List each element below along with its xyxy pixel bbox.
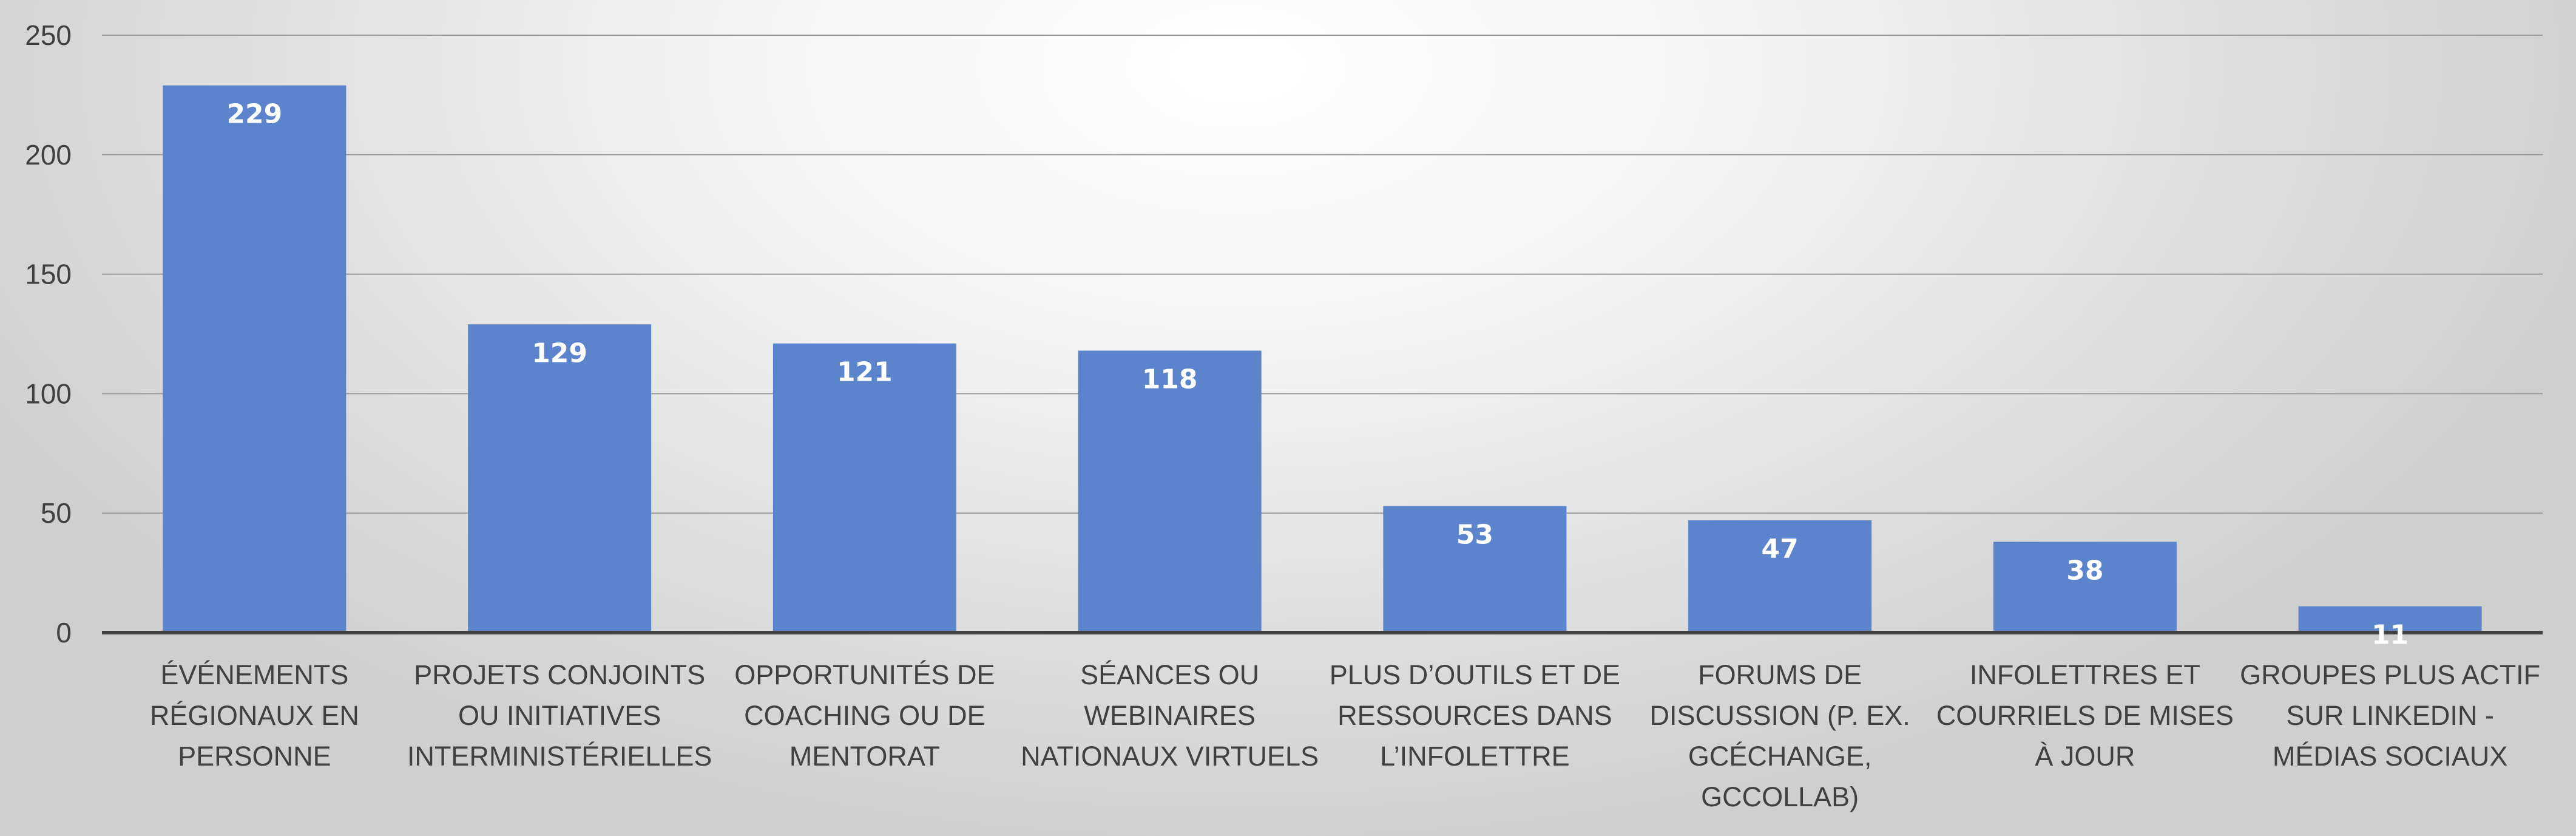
y-tick-label-250: 250 [25, 19, 72, 51]
category-label-2-line-2: MENTORAT [789, 741, 940, 772]
data-label-3: 118 [1142, 364, 1198, 395]
y-tick-label-0: 0 [56, 617, 72, 648]
category-label-4-line-0: PLUS D’OUTILS ET DE [1330, 659, 1620, 690]
bar-7 [2298, 606, 2482, 633]
category-label-5-line-0: FORUMS DE [1698, 659, 1862, 690]
category-label-7-line-1: SUR LINKEDIN - [2286, 700, 2494, 731]
category-label-1-line-0: PROJETS CONJOINTS [414, 659, 705, 690]
bar-0 [163, 85, 347, 633]
bar-1 [468, 324, 652, 633]
data-label-6: 38 [2066, 555, 2103, 586]
category-label-4-line-2: L’INFOLETTRE [1380, 741, 1570, 772]
category-label-5: FORUMS DE DISCUSSION (P. EX. GCÉCHANGE, GCC… [1649, 659, 1910, 812]
y-tick-label-100: 100 [25, 378, 72, 409]
category-label-7: GROUPES PLUS ACTIF SUR LINKEDIN - MÉDIAS S… [2240, 659, 2540, 772]
y-tick-label-150: 150 [25, 259, 72, 290]
category-label-1-line-1: OU INITIATIVES [458, 700, 661, 731]
data-label-4: 53 [1456, 519, 1493, 550]
data-label-5: 47 [1762, 534, 1799, 565]
bar-6 [1993, 542, 2177, 633]
category-label-1-line-2: INTERMINISTÉRIELLES [407, 741, 712, 772]
category-label-5-line-1: DISCUSSION (P. EX. [1649, 700, 1910, 731]
category-label-3-line-1: WEBINAIRES [1084, 700, 1256, 731]
category-label-4: PLUS D’OUTILS ET DE RESSOURCES DANS L’INFO… [1330, 659, 1620, 772]
category-label-0-line-2: PERSONNE [178, 741, 331, 772]
category-label-6-line-0: INFOLETTRES ET [1970, 659, 2200, 690]
category-label-5-line-2: GCÉCHANGE, [1688, 741, 1872, 772]
category-label-3-line-0: SÉANCES OU [1080, 659, 1259, 690]
category-label-6-line-2: À JOUR [2035, 741, 2135, 772]
category-label-0-line-1: RÉGIONAUX EN [150, 700, 359, 731]
category-label-0: ÉVÉNEMENTS RÉGIONAUX EN PERSONNE [150, 659, 359, 772]
category-label-7-line-2: MÉDIAS SOCIAUX [2273, 741, 2508, 772]
category-label-4-line-1: RESSOURCES DANS [1337, 700, 1612, 731]
data-label-2: 121 [837, 357, 893, 388]
bar-4 [1383, 506, 1567, 633]
category-label-5-line-3: GCCOLLAB) [1701, 781, 1859, 812]
bar-3 [1078, 350, 1262, 633]
data-label-0: 229 [226, 99, 282, 130]
bar-2 [772, 343, 956, 633]
y-tick-label-50: 50 [41, 497, 72, 529]
category-label-3: SÉANCES OU WEBINAIRES NATIONAUX VIRTUELS [1021, 659, 1319, 772]
y-tick-label-200: 200 [25, 139, 72, 171]
category-label-1: PROJETS CONJOINTS OU INITIATIVES INTERMINI… [407, 659, 712, 772]
category-label-2-line-0: OPPORTUNITÉS DE [734, 659, 995, 690]
category-label-2-line-1: COACHING OU DE [744, 700, 985, 731]
category-label-2: OPPORTUNITÉS DE COACHING OU DE MENTORAT [734, 659, 995, 772]
category-label-7-line-0: GROUPES PLUS ACTIF [2240, 659, 2540, 690]
category-label-6-line-1: COURRIELS DE MISES [1936, 700, 2234, 731]
bar-5 [1688, 520, 1872, 633]
category-label-3-line-2: NATIONAUX VIRTUELS [1021, 741, 1319, 772]
data-label-1: 129 [532, 338, 587, 369]
data-label-7: 11 [2371, 620, 2409, 651]
category-label-6: INFOLETTRES ET COURRIELS DE MISES À JOUR [1936, 659, 2234, 772]
category-label-0-line-0: ÉVÉNEMENTS [160, 659, 348, 690]
